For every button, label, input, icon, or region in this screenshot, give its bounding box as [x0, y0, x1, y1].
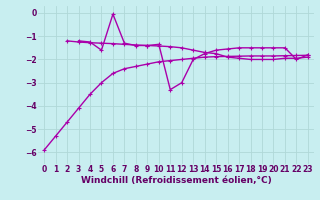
- X-axis label: Windchill (Refroidissement éolien,°C): Windchill (Refroidissement éolien,°C): [81, 176, 271, 185]
